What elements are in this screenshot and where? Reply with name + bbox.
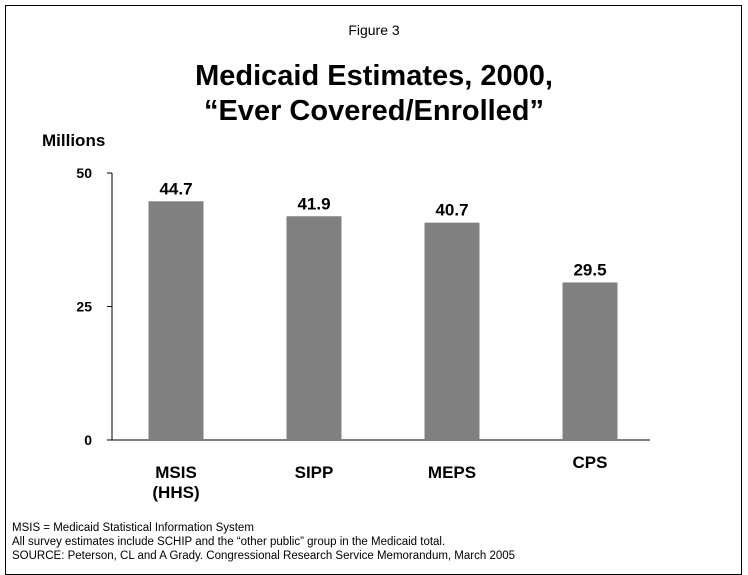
bar <box>424 222 480 440</box>
bar <box>562 282 618 440</box>
chart-title-line-2: “Ever Covered/Enrolled” <box>203 95 545 127</box>
footnote-source: SOURCE: Peterson, CL and A Grady. Congre… <box>12 550 516 562</box>
figure-frame <box>5 5 742 575</box>
footnote-abbreviation: MSIS = Medicaid Statistical Information … <box>12 522 254 534</box>
bar-value-label: 40.7 <box>435 201 468 220</box>
footnote-survey: All survey estimates include SCHIP and t… <box>12 536 446 548</box>
footnotes: MSIS = Medicaid Statistical Information … <box>12 521 515 563</box>
category-label: MSIS <box>155 463 197 482</box>
category-label: (HHS) <box>152 483 199 502</box>
y-tick-label: 50 <box>76 165 92 181</box>
y-tick-label: 25 <box>76 299 92 315</box>
bar-value-label: 44.7 <box>159 179 192 198</box>
chart-title-line-1: Medicaid Estimates, 2000, <box>195 60 553 92</box>
y-axis-label: Millions <box>42 131 106 150</box>
category-label: SIPP <box>295 463 334 482</box>
y-tick-label: 0 <box>84 432 92 448</box>
figure-label: Figure 3 <box>348 22 400 38</box>
category-label: CPS <box>573 453 608 472</box>
bar <box>148 201 204 440</box>
bar-value-label: 41.9 <box>297 194 330 213</box>
bar-value-label: 29.5 <box>573 260 606 279</box>
bar <box>286 216 342 440</box>
category-label: MEPS <box>428 463 476 482</box>
